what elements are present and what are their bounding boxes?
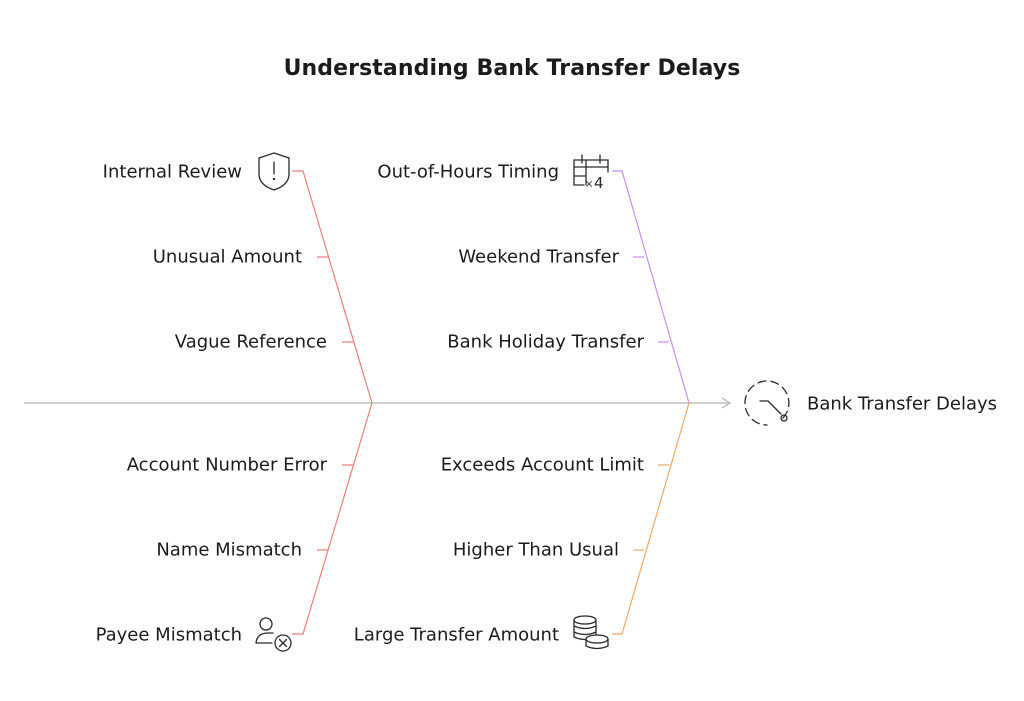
cause-account-number-error: Account Number Error — [126, 454, 327, 476]
cause-higher-than-usual: Higher Than Usual — [452, 539, 619, 561]
spine-arrowhead — [721, 397, 732, 409]
user-cross-icon — [255, 617, 292, 652]
bone-bottom-left — [292, 402, 373, 635]
bone-top-left — [292, 170, 373, 404]
cause-unusual-amount: Unusual Amount — [152, 246, 302, 268]
clock-delay-icon — [744, 380, 790, 426]
cause-out-of-hours-timing: Out-of-Hours Timing — [377, 161, 559, 183]
svg-text:4: 4 — [594, 174, 604, 192]
coin-stack-icon — [573, 615, 609, 650]
cause-exceeds-account-limit: Exceeds Account Limit — [440, 454, 644, 476]
bone-bottom-right — [612, 402, 690, 635]
calendar-multiply-icon: × 4 — [573, 154, 609, 192]
cause-name-mismatch: Name Mismatch — [156, 539, 302, 561]
bone-top-right — [612, 170, 690, 404]
cause-payee-mismatch: Payee Mismatch — [95, 624, 242, 646]
cause-bank-holiday-transfer: Bank Holiday Transfer — [447, 331, 644, 353]
diagram-title: Understanding Bank Transfer Delays — [283, 56, 741, 81]
cause-weekend-transfer: Weekend Transfer — [458, 246, 619, 268]
cause-vague-reference: Vague Reference — [174, 331, 327, 353]
cause-large-transfer-amount: Large Transfer Amount — [353, 624, 559, 646]
cause-internal-review: Internal Review — [102, 161, 242, 183]
effect-label: Bank Transfer Delays — [807, 393, 998, 415]
svg-text:×: × — [585, 179, 593, 190]
shield-alert-icon — [258, 152, 290, 191]
